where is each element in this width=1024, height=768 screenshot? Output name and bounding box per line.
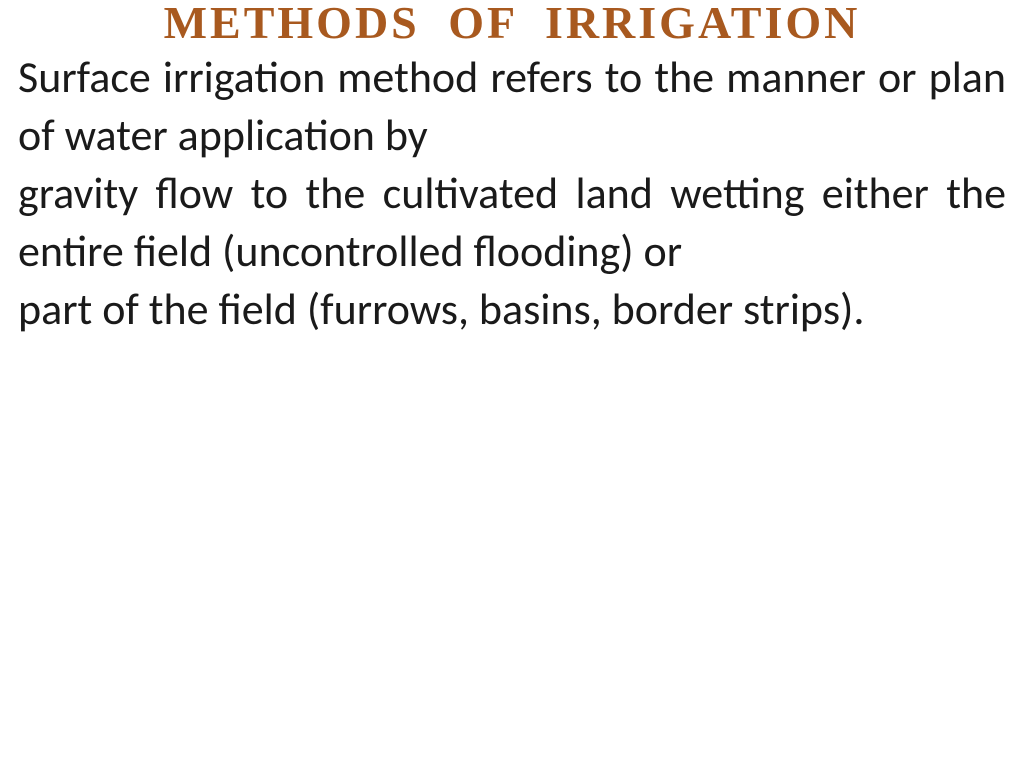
body-text: Surface irrigation method refers to the … (18, 48, 1006, 338)
body-paragraph: part of the field (furrows, basins, bord… (18, 280, 1006, 338)
body-paragraph: Surface irrigation method refers to the … (18, 48, 1006, 164)
page-title: METHODS OF IRRIGATION (18, 0, 1006, 46)
body-paragraph: gravity flow to the cultivated land wett… (18, 164, 1006, 280)
